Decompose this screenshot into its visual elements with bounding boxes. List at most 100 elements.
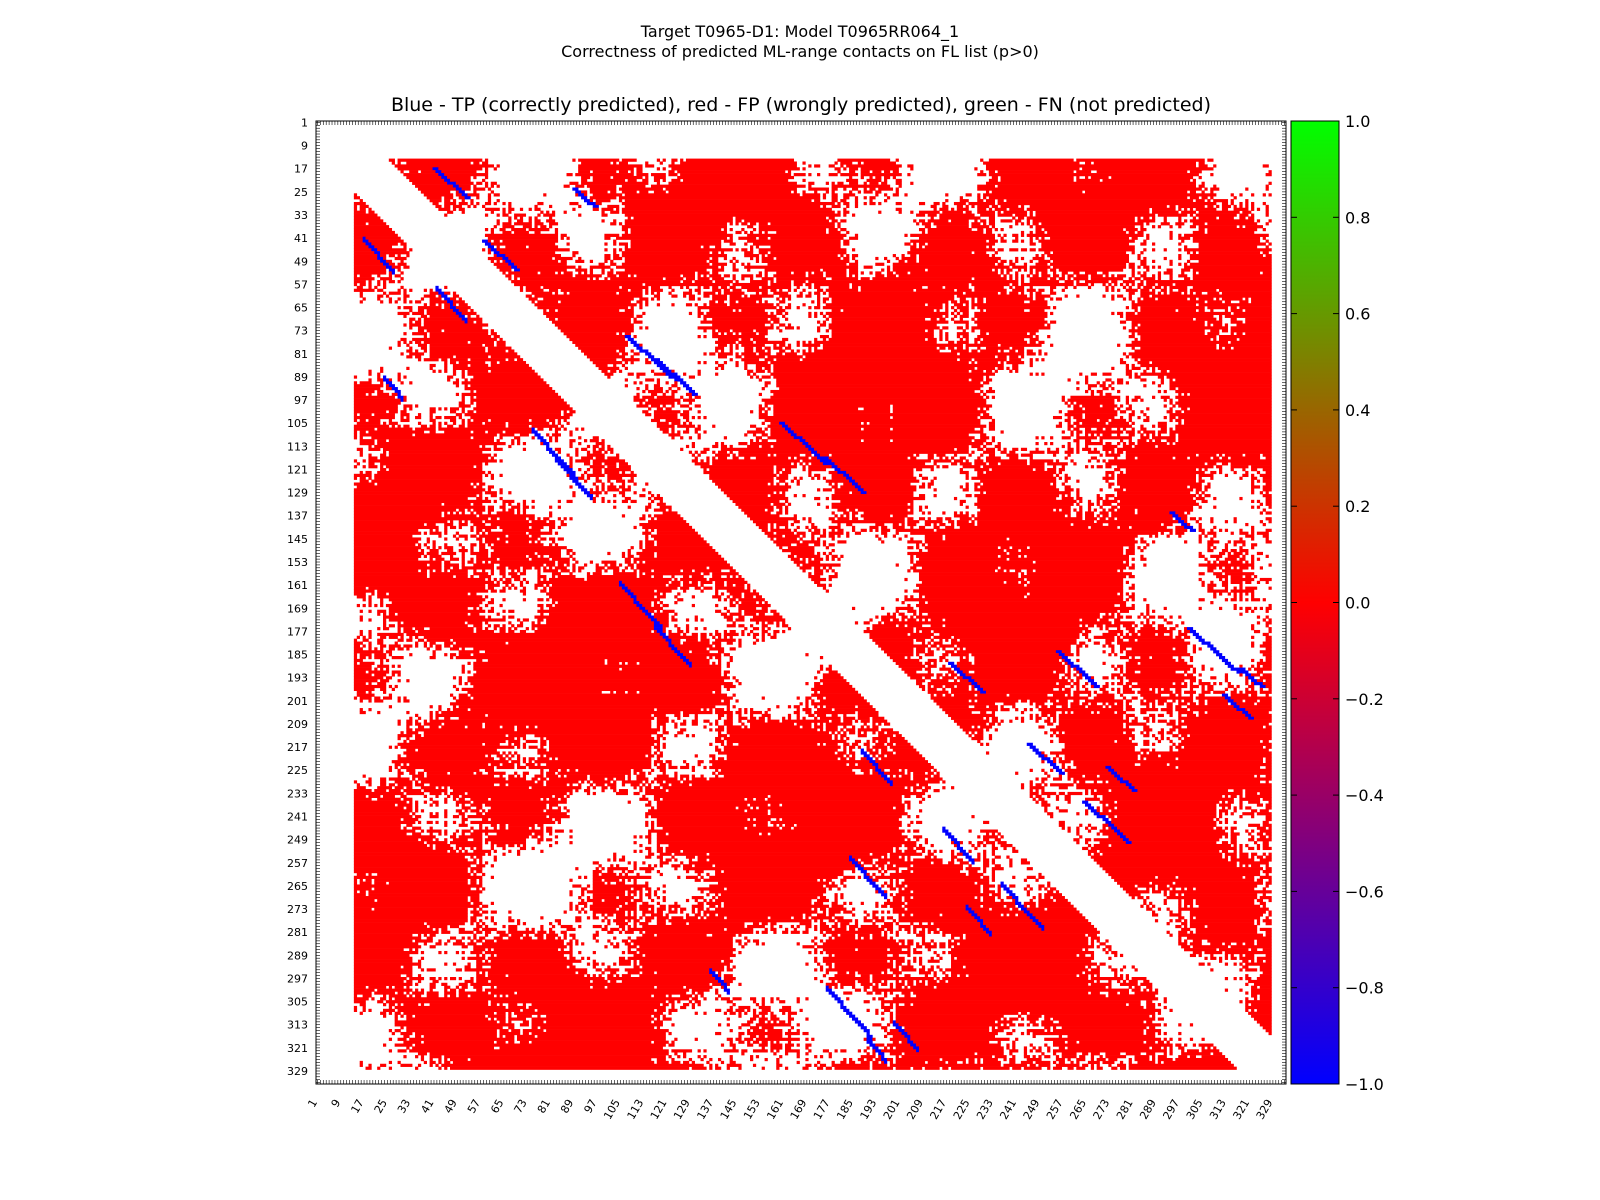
fp-contact-cell bbox=[828, 543, 835, 547]
fp-contact-cell bbox=[994, 369, 998, 373]
fp-contact-cell bbox=[1224, 546, 1229, 550]
fp-contact-cell bbox=[429, 418, 436, 423]
fp-contact-cell bbox=[516, 265, 576, 269]
fp-contact-cell bbox=[645, 482, 649, 486]
fp-contact-cell bbox=[1119, 609, 1129, 613]
fp-contact-cell bbox=[918, 236, 996, 240]
fp-contact-cell bbox=[499, 589, 506, 593]
fp-contact-cell bbox=[1213, 184, 1217, 188]
fp-contact-cell bbox=[694, 615, 698, 619]
fp-contact-cell bbox=[1035, 358, 1039, 362]
fp-contact-cell bbox=[1108, 482, 1115, 486]
fp-contact-cell bbox=[380, 381, 384, 385]
fp-contact-cell bbox=[983, 196, 987, 200]
fp-contact-cell bbox=[353, 488, 486, 492]
fp-contact-cell bbox=[924, 534, 943, 538]
fp-contact-cell bbox=[380, 647, 384, 651]
fp-contact-cell bbox=[811, 577, 827, 582]
fp-contact-cell bbox=[983, 381, 990, 385]
fp-contact-cell bbox=[1207, 230, 1255, 235]
fp-contact-cell bbox=[388, 418, 393, 423]
fp-contact-cell bbox=[683, 410, 690, 414]
fp-contact-cell bbox=[750, 280, 768, 284]
fp-contact-cell bbox=[1213, 560, 1217, 564]
fp-contact-cell bbox=[482, 248, 486, 252]
fp-contact-cell bbox=[1012, 546, 1028, 550]
fp-contact-cell bbox=[802, 563, 841, 567]
fp-contact-cell bbox=[1152, 433, 1156, 437]
fp-contact-cell bbox=[359, 282, 366, 287]
fp-contact-cell bbox=[476, 401, 567, 405]
fp-contact-cell bbox=[551, 575, 556, 579]
fp-contact-cell bbox=[755, 291, 760, 295]
fp-contact-cell bbox=[668, 173, 678, 177]
fp-contact-cell bbox=[1111, 280, 1118, 284]
fp-contact-cell bbox=[997, 201, 1217, 206]
fp-contact-cell bbox=[671, 615, 675, 619]
fp-contact-cell bbox=[983, 392, 987, 397]
tp-contact-cell bbox=[388, 268, 395, 272]
fp-contact-cell bbox=[1152, 259, 1156, 263]
fp-contact-cell bbox=[697, 453, 701, 457]
fp-contact-cell bbox=[1143, 563, 1147, 567]
fp-contact-cell bbox=[563, 271, 573, 275]
fp-contact-cell bbox=[747, 372, 751, 376]
fp-contact-cell bbox=[618, 291, 643, 295]
fp-contact-cell bbox=[1192, 274, 1272, 278]
fp-contact-cell bbox=[694, 404, 701, 408]
fp-contact-cell bbox=[869, 528, 873, 532]
fp-contact-cell bbox=[1239, 583, 1243, 587]
fp-contact-cell bbox=[1119, 470, 1124, 475]
fp-contact-cell bbox=[1265, 499, 1272, 504]
fp-contact-cell bbox=[895, 158, 899, 162]
fp-contact-cell bbox=[828, 337, 926, 342]
tp-contact-cell bbox=[514, 268, 521, 272]
fp-contact-cell bbox=[717, 329, 730, 333]
fp-contact-cell bbox=[814, 164, 821, 168]
fp-contact-cell bbox=[636, 404, 649, 408]
fp-contact-cell bbox=[490, 589, 497, 593]
fp-contact-cell bbox=[886, 653, 914, 657]
fp-contact-cell bbox=[388, 609, 486, 613]
fp-contact-cell bbox=[621, 358, 640, 362]
fp-contact-cell bbox=[1096, 389, 1103, 394]
fp-contact-cell bbox=[1076, 430, 1083, 434]
fp-contact-cell bbox=[1038, 352, 1042, 356]
fp-contact-cell bbox=[802, 557, 806, 561]
fp-contact-cell bbox=[1230, 326, 1272, 330]
fp-contact-cell bbox=[1131, 300, 1135, 304]
fp-contact-cell bbox=[750, 277, 754, 281]
fp-contact-cell bbox=[595, 476, 599, 480]
fp-contact-cell bbox=[391, 265, 401, 269]
fp-contact-cell bbox=[994, 268, 998, 272]
fp-contact-cell bbox=[1128, 413, 1135, 417]
fp-contact-cell bbox=[977, 317, 1045, 321]
fp-contact-cell bbox=[1073, 522, 1103, 527]
fp-contact-cell bbox=[551, 572, 561, 576]
fp-contact-cell bbox=[808, 164, 812, 168]
fp-contact-cell bbox=[688, 395, 693, 399]
fp-contact-cell bbox=[516, 358, 524, 362]
fp-contact-cell bbox=[1137, 442, 1167, 446]
fp-contact-cell bbox=[531, 540, 535, 544]
fp-contact-cell bbox=[1000, 546, 1010, 550]
fp-contact-cell bbox=[1076, 514, 1083, 518]
fp-contact-cell bbox=[1213, 534, 1217, 538]
fp-contact-cell bbox=[549, 520, 556, 524]
fp-contact-cell bbox=[505, 583, 509, 587]
fp-contact-cell bbox=[959, 317, 963, 321]
fp-contact-cell bbox=[470, 401, 474, 405]
fp-contact-cell bbox=[1117, 447, 1272, 451]
fp-contact-cell bbox=[1096, 496, 1103, 501]
fp-contact-cell bbox=[473, 175, 477, 180]
fp-contact-cell bbox=[968, 453, 972, 457]
fp-contact-cell bbox=[790, 427, 862, 431]
fp-contact-cell bbox=[1143, 624, 1153, 628]
fp-contact-cell bbox=[531, 424, 559, 428]
fp-contact-cell bbox=[1143, 369, 1147, 373]
fp-contact-cell bbox=[750, 245, 754, 249]
fp-contact-cell bbox=[397, 372, 401, 376]
fp-contact-cell bbox=[473, 407, 573, 411]
fp-contact-cell bbox=[959, 470, 969, 475]
fp-contact-cell bbox=[368, 378, 372, 382]
